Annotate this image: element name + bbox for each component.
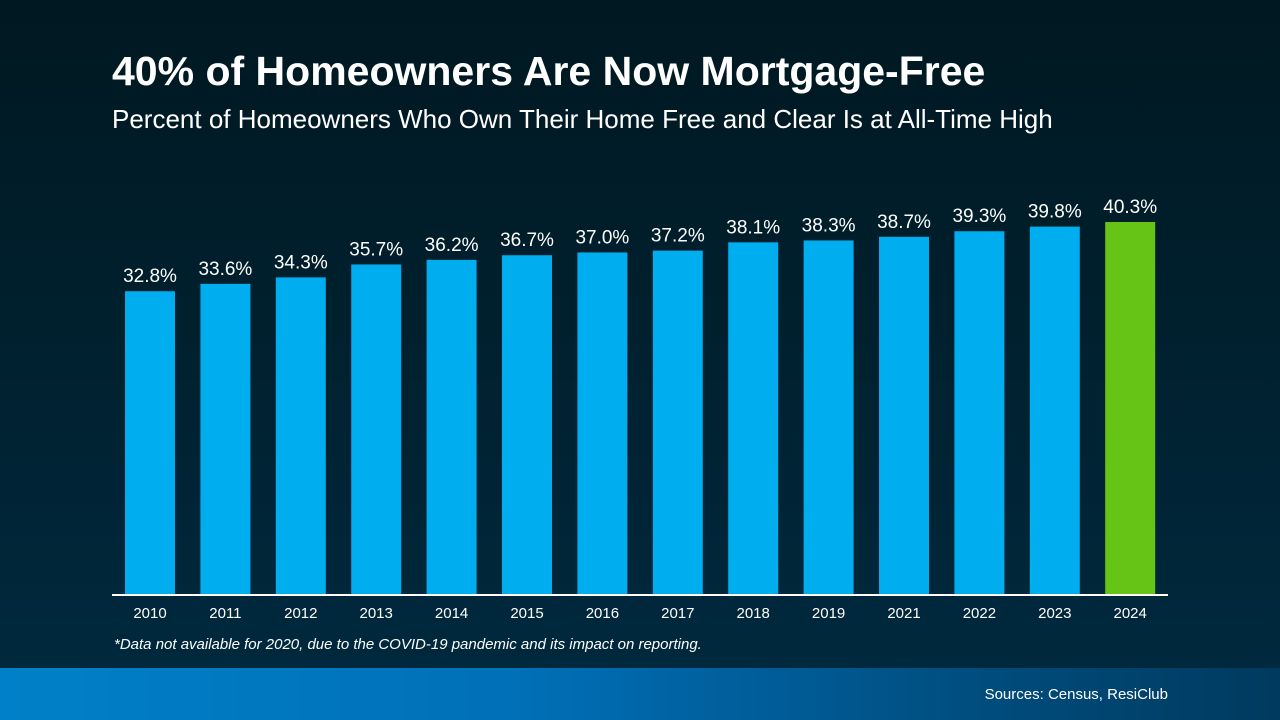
x-tick-label-2023: 2023 [1038,605,1071,622]
data-label-2015: 36.7% [500,230,554,251]
data-label-2017: 37.2% [651,226,705,247]
chart-title: 40% of Homeowners Are Now Mortgage-Free [112,48,986,94]
data-label-2013: 35.7% [349,239,403,260]
footer-band: Sources: Census, ResiClub [0,668,1280,720]
x-tick-label-2024: 2024 [1114,605,1147,622]
data-label-2018: 38.1% [726,217,780,238]
bar-2010 [125,291,175,594]
data-label-2011: 33.6% [198,259,252,280]
bar-2012 [275,277,326,594]
bar-2023 [1029,226,1080,594]
bar-2015 [502,255,552,594]
x-tick-label-2021: 2021 [887,605,920,622]
x-tick-label-2011: 2011 [209,605,241,622]
x-tick-label-2014: 2014 [435,605,468,622]
x-tick-label-2013: 2013 [360,605,393,622]
data-label-2014: 36.2% [425,235,479,256]
data-label-2023: 39.8% [1028,202,1082,223]
bar-2019 [803,240,854,594]
bar-2014 [426,259,477,594]
bar-2016 [577,252,628,594]
data-label-2022: 39.3% [952,206,1006,227]
x-tick-label-2018: 2018 [737,605,770,622]
bar-2011 [200,283,251,594]
data-label-2024: 40.3% [1103,197,1157,218]
x-tick-label-2012: 2012 [284,605,317,622]
x-tick-label-2022: 2022 [963,605,996,622]
x-tick-label-2017: 2017 [661,605,694,622]
x-tick-label-2015: 2015 [510,605,543,622]
sources-text: Sources: Census, ResiClub [984,686,1168,703]
bar-2021 [879,236,929,594]
data-label-2010: 32.8% [123,266,177,287]
data-label-2016: 37.0% [575,227,629,248]
bar-2017 [652,250,703,594]
data-label-2021: 38.7% [877,212,931,233]
data-label-2012: 34.3% [274,252,328,273]
data-label-2019: 38.3% [802,215,856,236]
x-tick-label-2019: 2019 [812,605,845,622]
chart-subtitle: Percent of Homeowners Who Own Their Home… [112,104,1053,134]
bar-2018 [728,242,779,595]
footnote: *Data not available for 2020, due to the… [114,636,702,653]
bar-2013 [351,264,402,594]
bar-2022 [954,231,1005,594]
bar-2024 [1105,222,1156,594]
x-tick-label-2016: 2016 [586,605,619,622]
x-tick-label-2010: 2010 [133,605,166,622]
